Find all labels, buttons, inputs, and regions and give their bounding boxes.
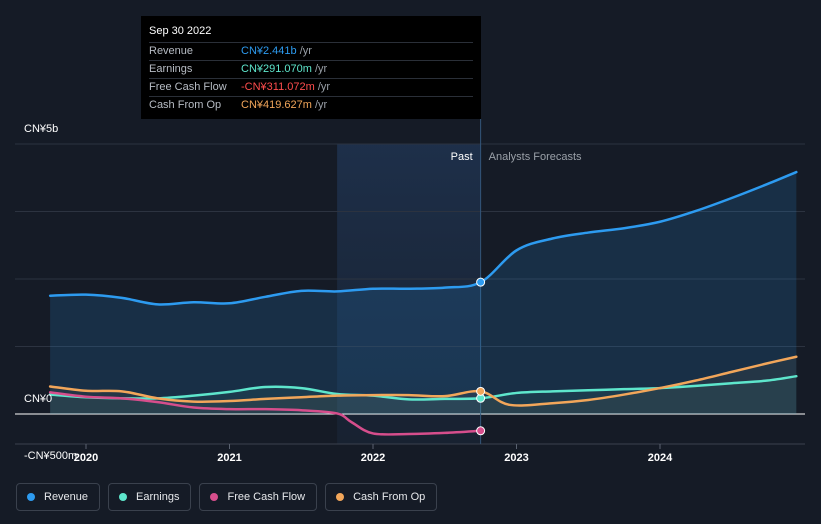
- legend-item-revenue[interactable]: Revenue: [16, 483, 101, 511]
- cash-from-op-area: [50, 356, 797, 414]
- tooltip-label: Earnings: [149, 63, 193, 75]
- legend-item-free-cash-flow[interactable]: Free Cash Flow: [199, 483, 318, 511]
- revenue-line: [48, 170, 798, 306]
- legend-dot-icon: [210, 493, 219, 501]
- x-tick-label: 2020: [74, 452, 98, 464]
- tooltip-label: Cash From Op: [149, 99, 222, 111]
- legend-label: Free Cash Flow: [227, 491, 306, 503]
- legend-item-cash-from-op[interactable]: Cash From Op: [325, 483, 438, 511]
- tooltip-row-revenue: Revenue CN¥2.441b /yr: [149, 42, 473, 60]
- legend-label: Cash From Op: [353, 491, 426, 503]
- tooltip-value: CN¥291.070m: [241, 63, 312, 75]
- tooltip-unit: /yr: [296, 45, 312, 57]
- tooltip-unit: /yr: [314, 81, 331, 93]
- legend-item-earnings[interactable]: Earnings: [108, 483, 192, 511]
- tooltip-unit: /yr: [311, 63, 328, 75]
- y-axis-label: -CN¥500m: [24, 450, 77, 462]
- y-axis-label: CN¥0: [24, 393, 52, 405]
- tooltip: Sep 30 2022 Revenue CN¥2.441b /yr Earnin…: [141, 16, 481, 119]
- legend-dot-icon: [336, 493, 345, 501]
- legend-dot-icon: [27, 493, 35, 501]
- x-tick-label: 2023: [504, 452, 528, 464]
- revenue-marker: [476, 277, 486, 287]
- tooltip-row-free-cash-flow: Free Cash Flow -CN¥311.072m /yr: [149, 78, 473, 96]
- x-tick-label: 2021: [217, 452, 241, 464]
- legend-label: Earnings: [136, 491, 180, 503]
- forecast-label: Analysts Forecasts: [489, 151, 582, 163]
- legend-label: Revenue: [44, 491, 89, 503]
- tooltip-label: Revenue: [149, 45, 194, 57]
- tooltip-value: CN¥2.441b: [241, 45, 297, 57]
- cash-from-op-line: [48, 355, 798, 407]
- earnings-area: [50, 376, 797, 414]
- tooltip-unit: /yr: [311, 99, 328, 111]
- legend: Revenue Earnings Free Cash Flow Cash Fro…: [16, 483, 438, 511]
- cash-from-op-marker: [476, 386, 486, 396]
- y-axis-label: CN¥5b: [24, 123, 58, 135]
- free-cash-flow-marker: [476, 426, 486, 436]
- earnings-line: [48, 374, 798, 401]
- tooltip-row-cash-from-op: Cash From Op CN¥419.627m /yr: [149, 96, 473, 114]
- tooltip-value: -CN¥311.072m: [241, 81, 315, 93]
- x-tick-label: 2022: [361, 452, 385, 464]
- x-tick-label: 2024: [648, 452, 673, 464]
- tooltip-row-earnings: Earnings CN¥291.070m /yr: [149, 60, 473, 78]
- past-label: Past: [451, 151, 473, 163]
- tooltip-date: Sep 30 2022: [149, 25, 212, 37]
- tooltip-label: Free Cash Flow: [149, 81, 227, 93]
- revenue-area: [50, 172, 797, 414]
- free-cash-flow-line: [48, 391, 482, 436]
- legend-dot-icon: [119, 493, 128, 501]
- tooltip-value: CN¥419.627m: [241, 99, 312, 111]
